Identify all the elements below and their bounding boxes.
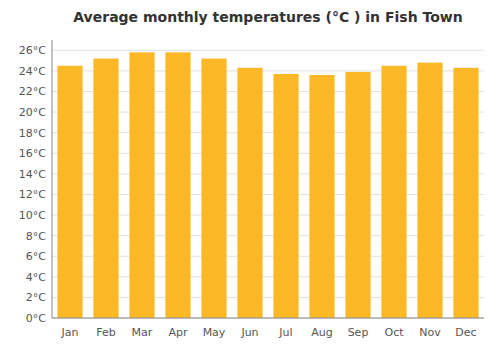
bar	[165, 52, 190, 318]
bar	[345, 72, 370, 318]
bar	[57, 66, 82, 318]
grid-line	[52, 50, 484, 51]
bars	[57, 52, 478, 318]
y-tick-label: 22°C	[19, 85, 46, 98]
x-tick-label: May	[203, 326, 226, 339]
y-grid	[52, 50, 484, 318]
x-tick-label: Jul	[278, 326, 292, 339]
y-tick-label: 10°C	[19, 209, 46, 222]
x-tick-label: Jan	[61, 326, 79, 339]
x-tick-label: Aug	[311, 326, 332, 339]
bar	[237, 68, 262, 318]
y-tick-label: 18°C	[19, 127, 46, 140]
chart-svg: Average monthly temperatures (°C ) in Fi…	[0, 0, 500, 350]
bar	[129, 52, 154, 318]
chart-container: Average monthly temperatures (°C ) in Fi…	[0, 0, 500, 350]
y-tick-label: 6°C	[26, 250, 46, 263]
bar	[309, 75, 334, 318]
x-tick-label: Jun	[240, 326, 258, 339]
bar	[381, 66, 406, 318]
y-tick-labels: 0°C 2°C 4°C 6°C 8°C 10°C 12°C 14°C 16°C 18°C 20°C 2…	[19, 44, 46, 325]
x-tick-label: Mar	[132, 326, 153, 339]
x-tick-label: Dec	[455, 326, 476, 339]
y-tick-label: 12°C	[19, 188, 46, 201]
x-tick-label: Oct	[384, 326, 404, 339]
x-tick-label: Feb	[96, 326, 115, 339]
bar	[273, 74, 298, 318]
y-tick-label: 8°C	[26, 230, 46, 243]
bar	[201, 59, 226, 318]
y-tick-label: 4°C	[26, 271, 46, 284]
y-tick-label: 14°C	[19, 168, 46, 181]
y-tick-label: 0°C	[26, 312, 46, 325]
chart-title: Average monthly temperatures (°C ) in Fi…	[73, 9, 462, 25]
y-tick-label: 2°C	[26, 291, 46, 304]
x-tick-label: Sep	[348, 326, 369, 339]
x-tick-labels: Jan Feb Mar Apr May Jun Jul Aug Sep Oct Nov Dec	[61, 326, 477, 339]
bar	[93, 59, 118, 318]
bar	[453, 68, 478, 318]
grid-line	[52, 318, 484, 319]
x-tick-label: Apr	[168, 326, 188, 339]
y-tick-label: 24°C	[19, 65, 46, 78]
y-tick-label: 16°C	[19, 147, 46, 160]
y-tick-label: 20°C	[19, 106, 46, 119]
y-axis-line	[52, 40, 53, 318]
x-axis-line	[52, 318, 484, 319]
bar	[417, 63, 442, 318]
x-tick-label: Nov	[419, 326, 441, 339]
y-tick-label: 26°C	[19, 44, 46, 57]
